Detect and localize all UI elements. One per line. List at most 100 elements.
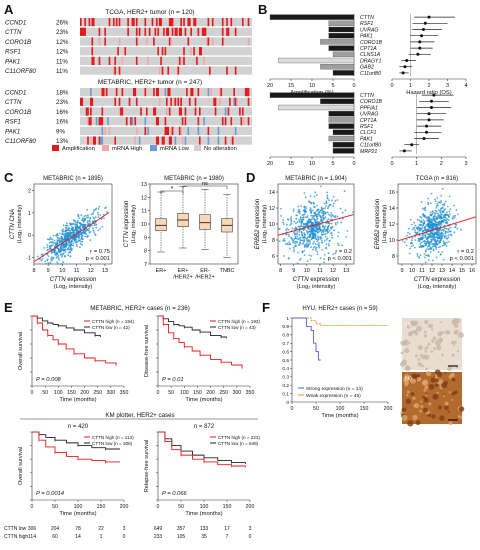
scatter-point bbox=[336, 221, 339, 224]
scatter-point bbox=[438, 201, 440, 203]
alteration-cell bbox=[98, 117, 101, 126]
scatter-point bbox=[436, 197, 439, 199]
scatter-point bbox=[301, 234, 304, 237]
scatter-point bbox=[427, 197, 429, 200]
alteration-cell bbox=[114, 56, 117, 65]
scatter-point bbox=[419, 237, 422, 240]
scatter-point bbox=[300, 217, 302, 219]
scatter-point bbox=[332, 202, 335, 205]
f-y-tick-label: 0 bbox=[286, 400, 289, 406]
scatter-point bbox=[436, 240, 439, 242]
scatter-point bbox=[446, 218, 449, 221]
scatter-point bbox=[448, 210, 451, 213]
scatter-point bbox=[46, 238, 49, 241]
y-tick-label: 10 bbox=[141, 222, 147, 228]
km-x-tick-label: 100 bbox=[180, 390, 189, 396]
scatter-point bbox=[76, 245, 78, 248]
f-y-tick-label: 0.4 bbox=[282, 366, 289, 372]
scatter-point bbox=[283, 240, 286, 242]
scatter-point bbox=[440, 207, 443, 210]
scatter-point bbox=[330, 211, 332, 214]
scatter-point bbox=[411, 223, 413, 226]
scatter-point bbox=[86, 235, 89, 238]
alteration-cell bbox=[84, 27, 86, 36]
scatter-point bbox=[49, 262, 52, 264]
scatter-point bbox=[443, 243, 446, 245]
alteration-cell bbox=[160, 18, 162, 27]
ihc-cell bbox=[410, 320, 416, 326]
scatter-point bbox=[296, 221, 299, 223]
scatter-point bbox=[441, 188, 444, 190]
scatter-point bbox=[337, 242, 339, 245]
alteration-cell bbox=[187, 37, 190, 46]
scatter-point bbox=[407, 231, 409, 234]
alteration-cell bbox=[214, 107, 217, 116]
alteration-cell bbox=[168, 88, 171, 97]
km-x-tick-label: 150 bbox=[223, 504, 232, 510]
risk-count-high: 1 bbox=[100, 534, 103, 540]
scatter-point bbox=[434, 233, 437, 235]
scatter-title-d-right: TCGA (n = 816) bbox=[416, 176, 458, 182]
ihc-cell bbox=[431, 339, 435, 343]
scatter-point bbox=[427, 203, 430, 206]
alteration-cell bbox=[170, 18, 172, 27]
alteration-cell bbox=[197, 126, 200, 135]
scatter-point bbox=[51, 256, 53, 259]
scatter-point bbox=[72, 244, 75, 247]
scatter-point bbox=[441, 203, 444, 206]
alteration-cell bbox=[121, 88, 124, 97]
scatter-point bbox=[330, 213, 333, 216]
ihc-cell bbox=[406, 390, 410, 394]
alteration-cell bbox=[230, 136, 233, 145]
scatter-point bbox=[304, 224, 307, 227]
alteration-cell bbox=[221, 37, 224, 46]
alteration-cell bbox=[180, 107, 182, 116]
scatter-point bbox=[314, 222, 317, 225]
km-curve-high bbox=[32, 315, 117, 365]
scatter-point bbox=[84, 217, 87, 220]
f-x-tick-label: 200 bbox=[384, 406, 393, 412]
ihc-cell bbox=[414, 332, 419, 336]
panel-label-d: D bbox=[246, 170, 256, 185]
scatter-point bbox=[320, 206, 323, 209]
scatter-point bbox=[282, 221, 284, 224]
alteration-cell bbox=[157, 88, 160, 97]
scatter-point bbox=[414, 239, 417, 241]
alteration-cell bbox=[101, 117, 104, 126]
hr-point-dfs bbox=[429, 106, 433, 109]
alteration-cell bbox=[203, 117, 205, 126]
gene-pct-tcga: 12% bbox=[56, 39, 69, 46]
alteration-cell bbox=[214, 97, 217, 106]
scatter-point bbox=[442, 229, 445, 232]
scatter-point bbox=[301, 250, 304, 253]
alteration-cell bbox=[186, 88, 188, 97]
scatter-point bbox=[51, 241, 54, 244]
scatter-point bbox=[423, 253, 426, 255]
scatter-point bbox=[434, 243, 437, 246]
amp-bar-dfs bbox=[269, 92, 355, 98]
alteration-cell bbox=[233, 88, 235, 97]
scatter-point bbox=[84, 232, 87, 235]
scatter-point bbox=[302, 243, 304, 245]
alteration-cell bbox=[147, 126, 149, 135]
gene-name-tcga: CTTN bbox=[5, 29, 22, 36]
alteration-cell bbox=[178, 56, 181, 65]
scatter-point bbox=[443, 209, 445, 212]
alteration-cell bbox=[82, 27, 85, 36]
legend-label: mRNA Low bbox=[160, 146, 190, 152]
risk-count-high: 0 bbox=[123, 534, 126, 540]
scatter-point bbox=[46, 253, 49, 256]
scatter-point bbox=[432, 222, 435, 224]
track-bg-tcga bbox=[80, 56, 252, 65]
hr-tick-label: 0 bbox=[390, 161, 393, 166]
alteration-cell bbox=[178, 107, 181, 116]
alteration-cell bbox=[166, 27, 168, 36]
x-tick-label: 12 bbox=[88, 268, 94, 274]
scatter-point bbox=[423, 256, 426, 259]
scatter-point bbox=[93, 231, 95, 233]
f-y-tick-label: 0.2 bbox=[282, 383, 289, 389]
scatter-point bbox=[94, 234, 97, 236]
scatter-point bbox=[453, 231, 456, 234]
alteration-cell bbox=[227, 27, 230, 36]
alteration-cell bbox=[90, 97, 92, 106]
